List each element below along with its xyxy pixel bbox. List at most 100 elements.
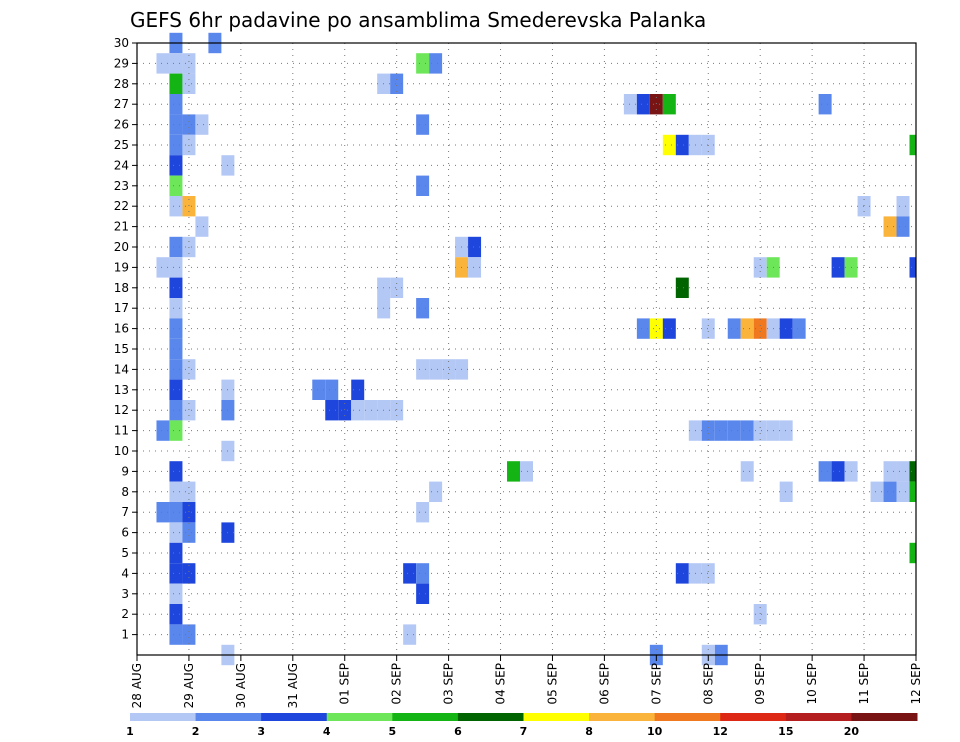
precip-cell-73 — [351, 400, 365, 421]
legend-label-0: 1 — [126, 725, 134, 738]
precip-cell-112 — [740, 420, 754, 441]
color-legend: 1 2 3 4 5 6 7 8 10 12 15 20 — [126, 713, 918, 738]
y-axis: 1234567891011121314151617181920212223242… — [114, 36, 137, 642]
precip-cell-26 — [169, 338, 183, 360]
y-tick-label-28: 28 — [114, 77, 129, 91]
precip-cell-17 — [182, 196, 196, 217]
precip-cell-136 — [818, 461, 832, 482]
x-tick-label-2: 30 AUG — [234, 663, 248, 708]
precip-cell-22 — [169, 257, 183, 278]
precip-cell-124 — [740, 461, 754, 482]
x-tick-label-13: 10 SEP — [805, 663, 819, 705]
chart-title: GEFS 6hr padavine po ansamblima Smederev… — [130, 8, 706, 32]
precip-cell-77 — [429, 481, 443, 502]
x-tick-label-9: 06 SEP — [597, 663, 611, 705]
precip-cell-66 — [442, 359, 456, 380]
legend-swatch-3 — [326, 713, 393, 721]
precip-cell-65 — [429, 359, 443, 380]
precip-cell-27 — [169, 359, 183, 380]
precip-cell-29 — [169, 379, 183, 400]
precip-cell-44 — [182, 522, 196, 543]
precip-cell-69 — [325, 379, 339, 400]
precip-cell-98 — [636, 318, 650, 339]
precip-cell-56 — [416, 53, 430, 74]
precip-cell-9 — [182, 114, 196, 135]
precip-cell-16 — [169, 196, 183, 217]
precip-cell-68 — [312, 379, 326, 400]
precip-cell-8 — [169, 114, 183, 135]
x-tick-label-8: 05 SEP — [545, 663, 559, 705]
y-tick-label-13: 13 — [114, 383, 129, 397]
y-tick-label-30: 30 — [114, 36, 129, 50]
legend-swatch-9 — [720, 713, 787, 721]
y-tick-label-8: 8 — [121, 485, 129, 499]
precip-cell-57 — [429, 53, 443, 74]
legend-swatch-5 — [457, 713, 524, 721]
x-tick-label-3: 31 AUG — [286, 663, 300, 708]
precip-cell-7 — [169, 94, 183, 115]
precip-cell-15 — [169, 175, 183, 196]
y-tick-label-21: 21 — [114, 220, 129, 234]
precip-cell-76 — [390, 400, 404, 421]
precip-cell-109 — [701, 420, 715, 441]
legend-label-3: 4 — [323, 725, 331, 738]
precip-cell-40 — [156, 502, 170, 523]
precip-cell-52 — [182, 624, 196, 645]
y-tick-label-9: 9 — [121, 464, 129, 478]
precip-cell-62 — [416, 298, 430, 319]
precip-cell-87 — [507, 461, 521, 482]
precip-cell-72 — [338, 400, 352, 421]
y-tick-label-27: 27 — [114, 97, 129, 111]
precip-cell-110 — [714, 420, 728, 441]
precip-cell-99 — [649, 318, 663, 339]
precip-cell-104 — [753, 318, 767, 339]
precip-cell-140 — [896, 461, 910, 482]
precip-cell-126 — [753, 604, 767, 625]
precip-cell-58 — [416, 114, 430, 135]
y-tick-label-29: 29 — [114, 56, 129, 70]
precip-cell-146 — [909, 542, 916, 564]
precip-cell-74 — [364, 400, 378, 421]
precip-cell-81 — [416, 583, 430, 604]
precip-cell-38 — [169, 481, 183, 502]
precip-cell-141 — [909, 461, 916, 482]
x-axis: 28 AUG 29 AUG 30 AUG 31 AUG 01 SEP 02 SEP 03 S… — [130, 655, 923, 708]
precip-cell-71 — [325, 400, 339, 421]
precip-cell-131 — [896, 216, 910, 237]
y-tick-label-24: 24 — [114, 158, 129, 172]
precip-cell-106 — [779, 318, 793, 339]
x-tick-label-4: 01 SEP — [338, 663, 352, 705]
precip-cell-91 — [649, 94, 663, 115]
precip-cell-4 — [182, 53, 196, 74]
precip-cell-118 — [701, 563, 715, 584]
y-tick-label-14: 14 — [114, 362, 129, 376]
legend-label-1: 2 — [192, 725, 200, 738]
legend-swatch-10 — [785, 713, 852, 721]
legend-swatch-4 — [392, 713, 459, 721]
precip-cell-39 — [182, 481, 196, 502]
legend-swatch-6 — [523, 713, 590, 721]
precip-cell-41 — [169, 502, 183, 523]
precip-cell-115 — [779, 420, 793, 441]
precip-cell-48 — [182, 563, 196, 584]
precip-cell-139 — [883, 461, 897, 482]
precip-cell-19 — [169, 236, 183, 258]
precip-cell-3 — [156, 53, 170, 74]
y-tick-label-19: 19 — [114, 260, 129, 274]
precip-cell-80 — [416, 563, 430, 584]
precip-cell-88 — [520, 461, 533, 482]
precip-cell-10 — [195, 114, 209, 135]
precip-cell-100 — [662, 318, 676, 339]
y-tick-label-15: 15 — [114, 342, 129, 356]
precip-cell-84 — [468, 236, 482, 258]
precip-cell-32 — [182, 400, 196, 421]
precip-cell-135 — [909, 257, 916, 278]
y-tick-label-3: 3 — [121, 587, 129, 601]
legend-label-9: 12 — [713, 725, 728, 738]
precip-cell-102 — [727, 318, 741, 339]
precip-cell-127 — [818, 94, 832, 115]
legend-swatch-7 — [589, 713, 656, 721]
precip-cell-132 — [831, 257, 845, 278]
precip-cell-128 — [857, 196, 871, 217]
